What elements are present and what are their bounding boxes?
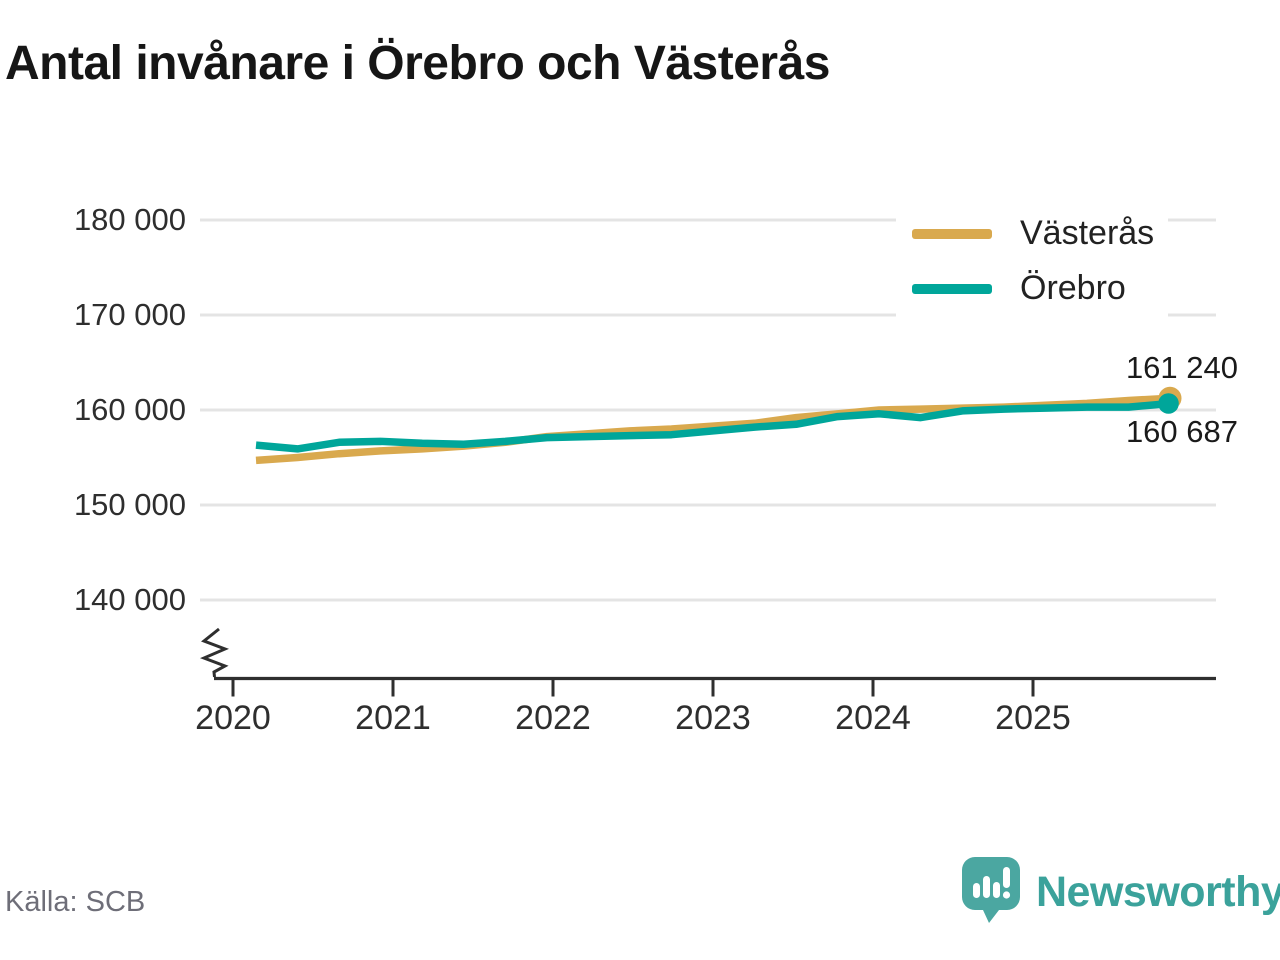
end-value-label-orebro: 160 687	[1125, 414, 1238, 449]
chart-legend: Västerås Örebro	[896, 200, 1169, 322]
axis-break-icon	[200, 627, 229, 678]
legend-label: Örebro	[1020, 269, 1126, 307]
y-axis-label: 160 000	[73, 392, 186, 427]
chart-title: Antal invånare i Örebro och Västerås	[5, 37, 830, 90]
end-value-label-vasteras: 161 240	[1125, 350, 1238, 385]
series-line-örebro	[255, 399, 1171, 453]
end-dot-örebro	[1158, 393, 1179, 414]
legend-swatch	[912, 283, 992, 294]
x-axis-label: 2024	[835, 699, 911, 737]
y-axis-label: 180 000	[73, 202, 186, 237]
x-axis-label: 2021	[355, 699, 431, 737]
y-axis-label: 170 000	[73, 297, 186, 332]
newsworthy-speech-bubble-icon	[962, 857, 1020, 923]
x-axis-label: 2025	[995, 699, 1071, 737]
legend-item-västerås: Västerås	[912, 206, 1154, 261]
x-axis-label: 2023	[675, 699, 751, 737]
legend-label: Västerås	[1020, 214, 1155, 252]
y-axis-label: 150 000	[73, 487, 186, 522]
x-axis-label: 2020	[195, 699, 271, 737]
brand-logo: Newsworthy	[960, 856, 1280, 926]
legend-swatch	[912, 228, 992, 239]
source-note: Källa: SCB	[5, 886, 146, 918]
y-axis-label: 140 000	[73, 582, 186, 617]
legend-item-örebro: Örebro	[912, 261, 1154, 316]
x-axis-label: 2022	[515, 699, 591, 737]
brand-name: Newsworthy	[1036, 868, 1280, 916]
